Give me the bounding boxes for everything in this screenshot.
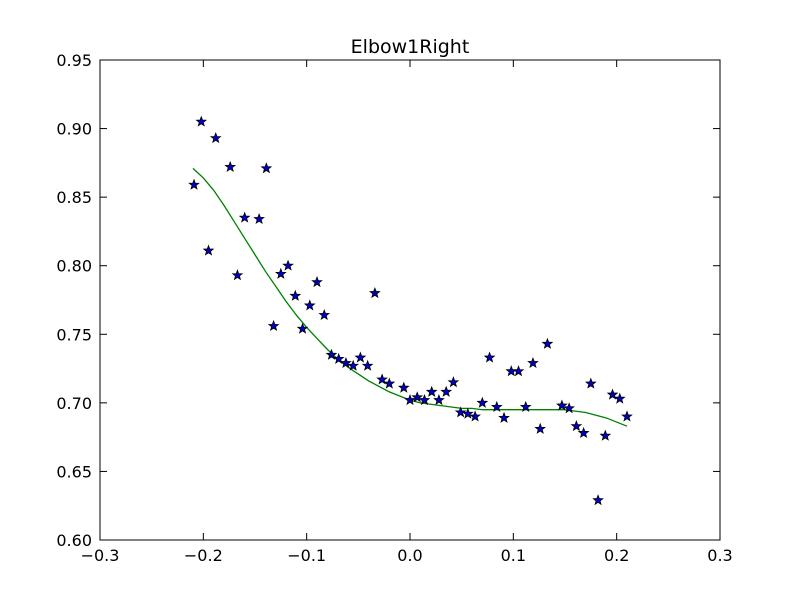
scatter-point [238,211,251,223]
scatter-point [563,402,575,414]
x-tick-label: −0.2 [184,546,223,565]
scatter-point [606,388,619,400]
chart-title: Elbow1Right [351,36,470,58]
scatter-point [584,377,597,389]
y-tick-label: 0.80 [56,257,92,276]
scatter-point [231,269,244,281]
scatter-point [527,356,539,369]
scatter-point [556,399,568,411]
x-tick-label: 0.1 [501,546,526,565]
scatter-point [332,352,345,364]
scatter-point [325,348,338,360]
scatter-point [483,351,496,363]
x-tick-label: 0.2 [604,546,629,565]
scatter-point [599,429,612,441]
scatter-point [592,494,604,506]
scatter-point [253,212,265,225]
scatter-point [289,289,302,301]
scatter-point [404,393,416,406]
y-tick-label: 0.65 [56,462,92,481]
scatter-point [490,400,503,412]
scatter-point [340,356,352,369]
axes-layer: −0.3 −0.2 −0.1 0.0 0.1 0.2 0.3 0.60 0.65 0.70 0.75… [56,51,732,565]
scatter-point [282,259,294,271]
scatter-point [260,162,273,174]
scatter-point [570,420,583,432]
x-tick-label: 0.0 [397,546,422,565]
scatter-point [318,308,331,321]
scatter-point [311,276,323,288]
scatter-point [267,319,280,332]
scatter-point [397,381,410,393]
y-tick-label: 0.95 [56,51,92,70]
scatter-point [369,286,381,299]
scatter-point [224,160,237,172]
scatter-point [361,359,374,371]
scatter-point [209,132,222,144]
scatter-point [411,391,424,403]
scatter-point [425,385,438,397]
scatter-points-layer [188,115,633,506]
scatter-point [347,359,360,371]
scatter-point [621,410,633,422]
x-tick-label: 0.3 [707,546,732,565]
scatter-point [512,365,525,377]
scatter-point [202,244,215,256]
scatter-point [433,393,445,406]
scatter-point [296,322,309,334]
y-tick-label: 0.90 [56,120,92,139]
x-tick-label: −0.3 [81,546,120,565]
scatter-point [534,422,547,434]
scatter-point [188,178,200,190]
scatter-point [469,410,481,422]
scatter-point [418,393,431,406]
plot-area [100,60,720,540]
y-tick-label: 0.85 [56,188,92,207]
scatter-point [376,373,388,385]
scatter-point [577,426,590,438]
plot-background [100,60,720,540]
scatter-point [195,115,208,127]
scatter-point [440,385,453,397]
scatter-point [354,351,367,363]
scatter-point [462,407,474,419]
y-tick-label: 0.70 [56,394,92,413]
scatter-point [476,396,489,408]
x-tick-label: −0.1 [287,546,326,565]
scatter-point [454,406,467,418]
scatter-point [383,377,396,389]
y-tick-label: 0.60 [56,531,92,550]
scatter-point [303,299,316,311]
scatter-point [274,267,287,279]
scatter-point [519,400,532,412]
scatter-point [541,337,554,349]
scatter-point [447,376,460,388]
y-tick-label: 0.75 [56,325,92,344]
scatter-point [613,392,626,404]
scatter-point [498,411,510,423]
